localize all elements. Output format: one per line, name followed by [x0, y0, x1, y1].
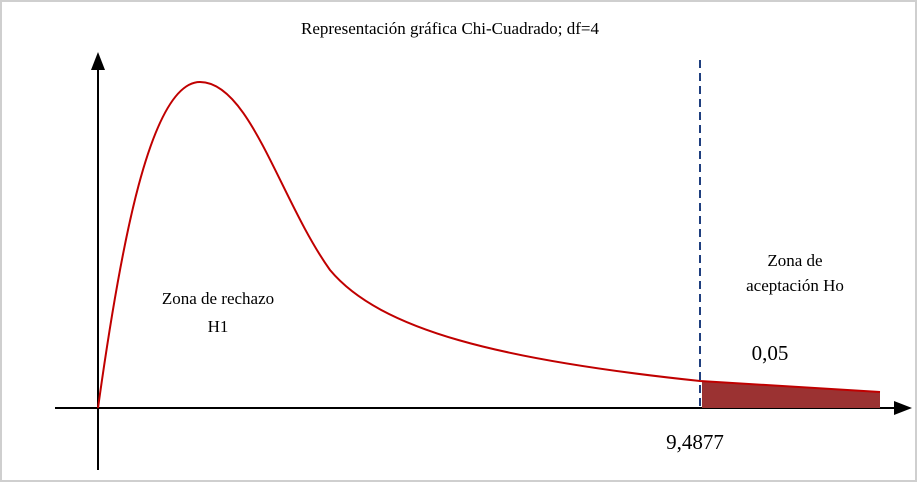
x-arrow [894, 401, 912, 415]
y-arrow [91, 52, 105, 70]
region-label: Zona de [767, 251, 822, 270]
density-curve [97, 80, 881, 409]
region-label: aceptación Ho [746, 276, 844, 295]
acceptance-area [702, 381, 880, 408]
region-label: Zona de rechazo [162, 289, 274, 308]
title: Representación gráfica Chi-Cuadrado; df=… [301, 19, 600, 38]
critical-value-label: 9,4877 [666, 430, 724, 454]
region-label: H1 [208, 317, 229, 336]
alpha-label: 0,05 [752, 341, 789, 365]
